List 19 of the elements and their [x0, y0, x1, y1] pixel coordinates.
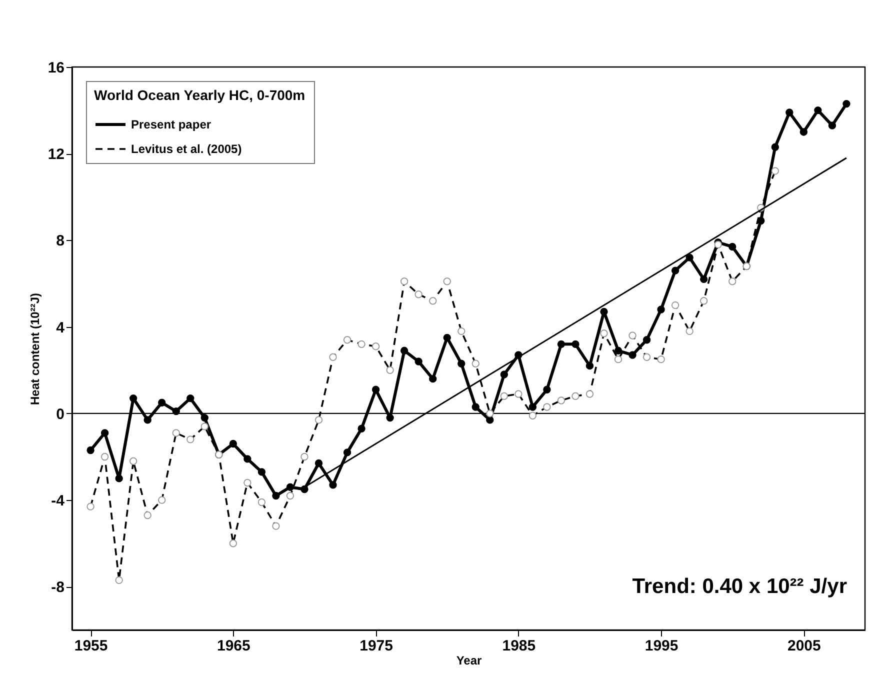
x-tick-label: 1965 — [216, 638, 250, 654]
x-tick-label: 1995 — [644, 638, 678, 654]
y-tick-label: 0 — [56, 406, 64, 423]
legend-title: World Ocean Yearly HC, 0-700m — [94, 87, 306, 103]
legend-label: Present paper — [131, 118, 212, 132]
x-axis-title: Year — [456, 654, 482, 668]
x-tick-label: 1975 — [360, 638, 393, 654]
x-tick-label: 2005 — [787, 638, 821, 654]
y-tick-label: -8 — [51, 579, 64, 596]
x-tick-label: 1985 — [502, 638, 536, 654]
y-axis-title: Heat content (10²²J) — [28, 292, 42, 406]
legend-label: Levitus et al. (2005) — [131, 142, 242, 156]
annotation: Trend: 0.40 x 10²² J/yr — [632, 575, 847, 598]
x-tick-label: 1955 — [74, 638, 108, 654]
y-tick-label: 8 — [56, 232, 64, 250]
y-tick-label: 4 — [56, 319, 66, 336]
y-tick-label: -4 — [51, 492, 66, 510]
y-tick-label: 12 — [48, 146, 64, 164]
y-tick-label: 16 — [48, 60, 64, 76]
